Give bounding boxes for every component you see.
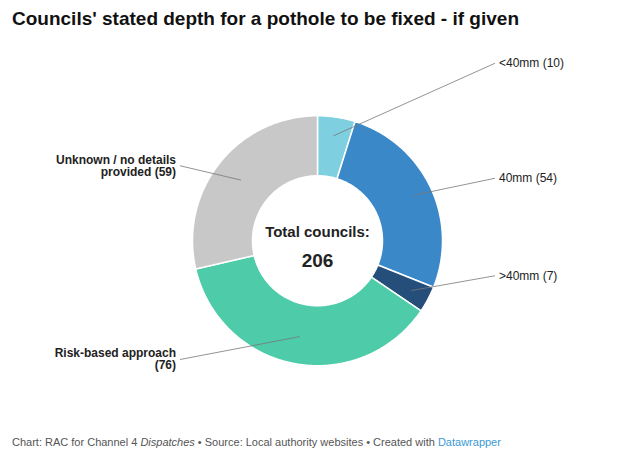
svg-text:40mm (54): 40mm (54) (499, 171, 557, 185)
svg-text:Unknown / no detailsprovided (: Unknown / no detailsprovided (59) (56, 153, 176, 179)
html-text:Chart: RAC for Channel 4 Dispa: Chart: RAC for Channel 4 Dispatches • So… (12, 436, 501, 448)
svg-text:206: 206 (302, 250, 334, 271)
svg-text:Total councils:: Total councils: (265, 223, 370, 240)
svg-text:Risk-based approach(76): Risk-based approach(76) (55, 346, 176, 372)
svg-text:<40mm (10): <40mm (10) (499, 56, 564, 70)
html-text:Councils' stated depth for a p: Councils' stated depth for a pothole to … (12, 8, 519, 29)
svg-text:>40mm (7): >40mm (7) (499, 269, 557, 283)
